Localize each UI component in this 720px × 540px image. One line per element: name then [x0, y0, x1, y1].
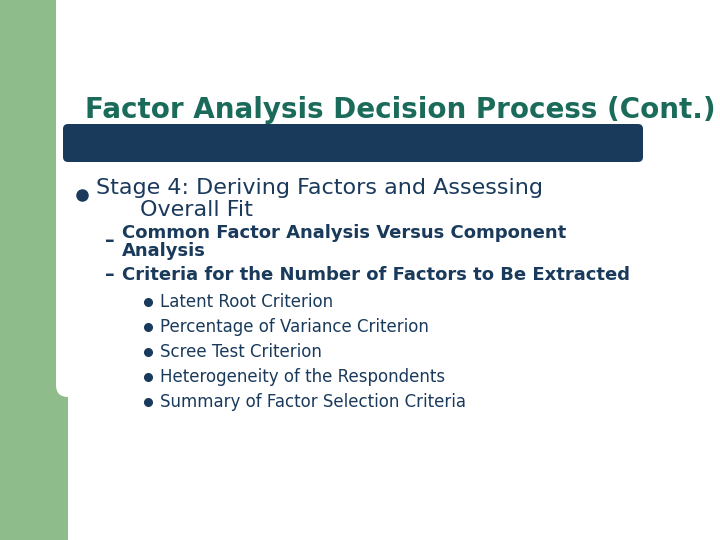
Text: Overall Fit: Overall Fit	[140, 200, 253, 220]
Text: Percentage of Variance Criterion: Percentage of Variance Criterion	[160, 318, 429, 336]
Text: Heterogeneity of the Respondents: Heterogeneity of the Respondents	[160, 368, 445, 386]
Text: Stage 4: Deriving Factors and Assessing: Stage 4: Deriving Factors and Assessing	[96, 178, 543, 198]
FancyBboxPatch shape	[63, 124, 643, 162]
Text: Common Factor Analysis Versus Component: Common Factor Analysis Versus Component	[122, 224, 566, 242]
Text: Scree Test Criterion: Scree Test Criterion	[160, 343, 322, 361]
Bar	[0, 0, 68, 540]
Bar	[68, 110, 720, 540]
Text: Analysis: Analysis	[122, 242, 206, 260]
Bar	[68, 129, 638, 157]
Bar	[0, 0, 720, 110]
Bar	[130, 0, 720, 110]
Text: Latent Root Criterion: Latent Root Criterion	[160, 293, 333, 311]
FancyBboxPatch shape	[65, 0, 720, 165]
Text: Factor Analysis Decision Process (Cont.): Factor Analysis Decision Process (Cont.)	[85, 96, 716, 124]
Text: –: –	[105, 266, 114, 285]
Text: –: –	[105, 231, 114, 249]
Text: Criteria for the Number of Factors to Be Extracted: Criteria for the Number of Factors to Be…	[122, 266, 630, 284]
FancyBboxPatch shape	[56, 0, 720, 397]
Text: Summary of Factor Selection Criteria: Summary of Factor Selection Criteria	[160, 393, 466, 411]
